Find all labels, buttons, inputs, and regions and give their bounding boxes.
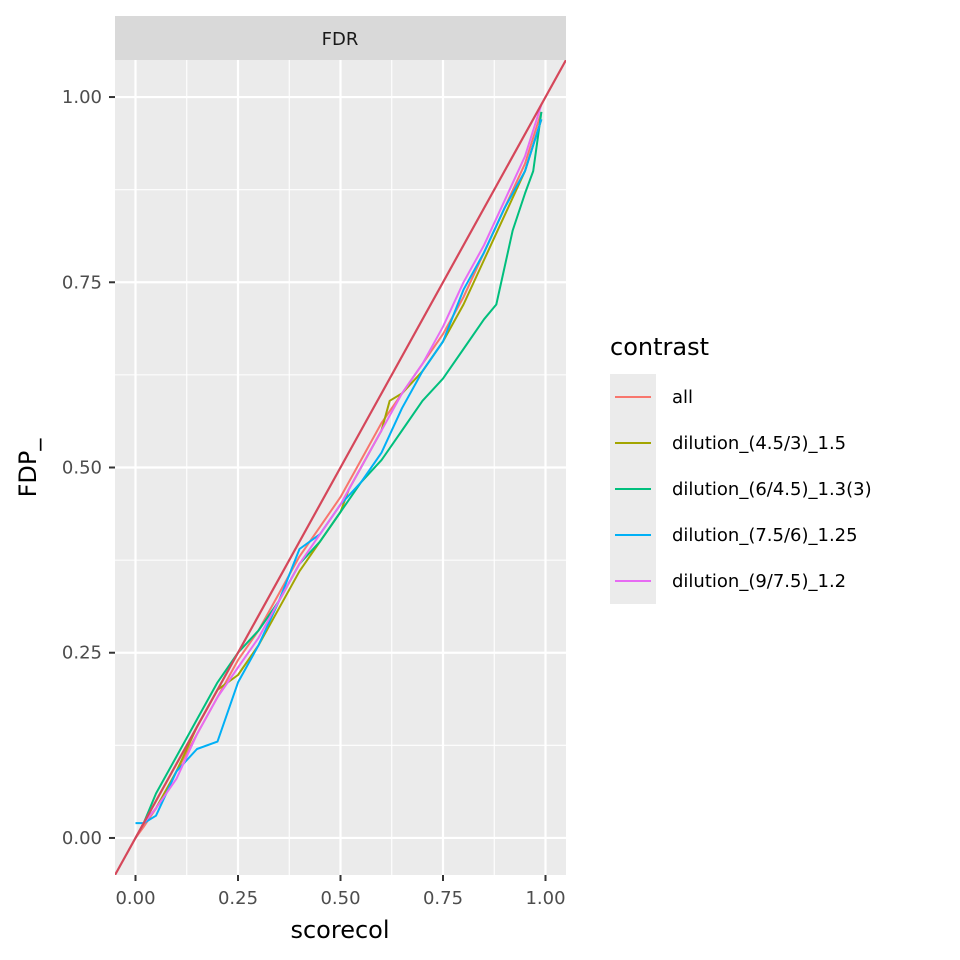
x-tick-label: 0.75 — [423, 888, 463, 909]
reference-line — [115, 60, 566, 875]
legend-label: dilution_(9/7.5)_1.2 — [672, 571, 846, 592]
legend: all dilution_(4.5/3)_1.5 dilution_(6/4.5)_… — [610, 374, 872, 604]
y-tick-label: 0.25 — [62, 643, 102, 664]
y-axis-title: FDP_ — [14, 438, 42, 498]
y-tick-label: 0.75 — [62, 272, 102, 293]
y-tick-label: 0.50 — [62, 458, 102, 479]
legend-label: dilution_(6/4.5)_1.3(3) — [672, 479, 872, 500]
x-tick-label: 1.00 — [525, 888, 565, 909]
y-tick-label: 0.00 — [62, 828, 102, 849]
series-line — [134, 104, 543, 839]
series-lines — [115, 60, 566, 875]
legend-label: dilution_(4.5/3)_1.5 — [672, 433, 846, 454]
x-tick-label: 0.25 — [218, 888, 258, 909]
x-tick-label: 0.00 — [115, 888, 155, 909]
y-tick-label: 1.00 — [62, 87, 102, 108]
series-line — [134, 111, 543, 839]
x-tick-label: 0.50 — [320, 888, 360, 909]
legend-title: contrast — [610, 333, 709, 361]
legend-label: dilution_(7.5/6)_1.25 — [672, 525, 858, 546]
facet-label: FDR — [322, 29, 359, 50]
y-axis: 0.00 0.25 0.50 0.75 1.00 — [62, 87, 115, 849]
legend-label: all — [672, 387, 693, 408]
x-axis: 0.00 0.25 0.50 0.75 1.00 — [115, 875, 566, 909]
facet-strip — [115, 16, 566, 60]
x-axis-title: scorecol — [290, 916, 389, 944]
